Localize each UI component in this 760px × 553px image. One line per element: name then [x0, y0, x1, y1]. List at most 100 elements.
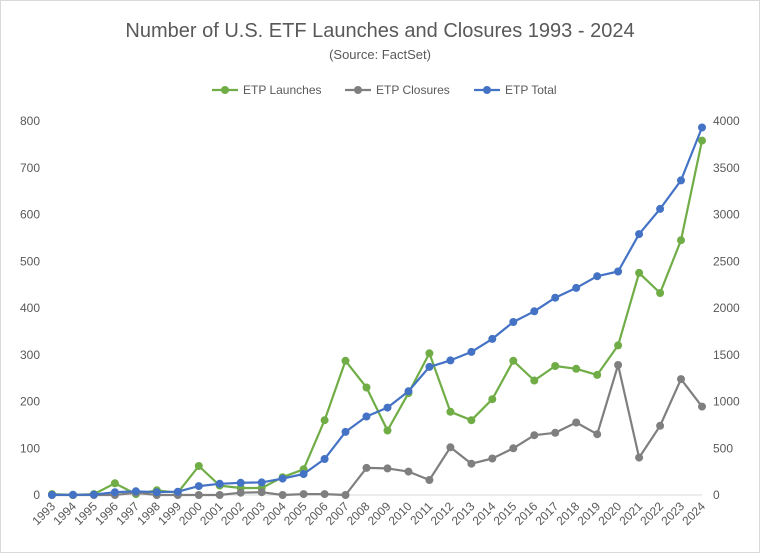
right-axis-tick-label: 1500 — [713, 348, 740, 362]
data-point — [110, 479, 119, 488]
data-point — [677, 176, 685, 185]
data-point — [89, 490, 98, 499]
legend-swatch-marker — [483, 86, 491, 94]
data-point — [383, 464, 392, 473]
data-point — [446, 356, 455, 365]
data-point — [194, 491, 203, 499]
data-point — [362, 463, 371, 472]
right-axis-tick-label: 3000 — [713, 208, 740, 222]
data-point — [635, 230, 644, 239]
data-point — [488, 395, 497, 404]
left-axis-tick-label: 600 — [20, 208, 40, 222]
plot-area — [48, 123, 706, 499]
data-point — [614, 341, 623, 350]
data-point — [572, 283, 581, 292]
data-point — [698, 123, 706, 132]
data-point — [48, 490, 56, 499]
data-point — [131, 487, 140, 496]
data-point — [677, 236, 685, 245]
series-etp-total — [48, 123, 706, 499]
data-point — [572, 418, 581, 427]
series-line — [51, 140, 704, 497]
right-axis-tick-label: 2500 — [713, 254, 740, 268]
chart-subtitle: (Source: FactSet) — [329, 47, 431, 62]
left-axis-tick-label: 200 — [20, 395, 40, 409]
series-line — [51, 127, 704, 496]
data-point — [404, 387, 413, 396]
data-point — [467, 416, 476, 425]
series-line — [52, 363, 703, 497]
legend-item: ETP Closures — [345, 83, 450, 97]
axes: 0 100 200 300 400 500 600 700 800 0 500 1000 1500 200… — [20, 114, 740, 528]
data-point — [69, 490, 77, 499]
legend-swatch-marker — [221, 86, 229, 94]
legend-swatch-marker — [354, 86, 362, 94]
data-point — [425, 362, 434, 371]
series-etp-closures — [48, 361, 706, 499]
right-axis-tick-label: 3500 — [713, 161, 740, 175]
data-point — [236, 478, 245, 487]
legend: ETP Launches ETP Closures ETP Total — [212, 83, 557, 97]
data-point — [299, 490, 308, 499]
data-point — [530, 376, 539, 385]
left-axis-tick-label: 800 — [20, 114, 40, 128]
data-point — [215, 479, 224, 488]
data-point — [467, 347, 476, 356]
legend-label: ETP Closures — [376, 83, 450, 97]
legend-item: ETP Total — [474, 83, 557, 97]
data-point — [635, 453, 644, 462]
data-point — [551, 293, 560, 302]
data-point — [530, 307, 539, 316]
right-axis-tick-label: 2000 — [713, 301, 740, 315]
data-point — [656, 289, 665, 297]
data-point — [446, 443, 455, 452]
data-point — [425, 476, 434, 484]
data-point — [677, 375, 685, 384]
data-point — [467, 459, 476, 468]
data-point — [362, 383, 371, 392]
data-point — [593, 370, 602, 379]
data-point — [173, 487, 182, 496]
left-axis-tick-label: 400 — [20, 301, 40, 315]
data-point — [614, 267, 623, 276]
legend-item: ETP Launches — [212, 83, 322, 97]
left-axis-tick-label: 100 — [20, 441, 40, 455]
left-axis-tick-label: 700 — [20, 161, 40, 175]
data-point — [614, 361, 623, 369]
data-point — [152, 488, 161, 497]
legend-label: ETP Launches — [243, 83, 322, 97]
right-axis-tick-label: 500 — [713, 441, 733, 455]
data-point — [341, 356, 350, 365]
data-point — [698, 136, 706, 145]
x-axis-tick-label: 2024 — [679, 499, 708, 528]
data-point — [593, 430, 602, 439]
data-point — [362, 412, 371, 421]
data-point — [383, 403, 392, 412]
data-point — [320, 455, 329, 463]
legend-label: ETP Total — [505, 83, 557, 97]
data-point — [446, 407, 455, 416]
data-point — [320, 490, 329, 499]
data-point — [509, 356, 518, 365]
chart-title: Number of U.S. ETF Launches and Closures… — [125, 20, 635, 42]
data-point — [215, 491, 224, 499]
data-point — [593, 272, 602, 281]
data-point — [194, 482, 203, 491]
data-point — [698, 402, 706, 411]
right-axis-tick-label: 0 — [713, 488, 720, 502]
left-axis-tick-label: 500 — [20, 254, 40, 268]
data-point — [299, 470, 308, 478]
data-point — [341, 491, 350, 499]
left-axis-tick-label: 0 — [33, 488, 40, 502]
left-axis-tick-label: 300 — [20, 348, 40, 362]
data-point — [341, 427, 350, 436]
data-point — [656, 421, 665, 430]
data-point — [110, 488, 119, 497]
data-point — [488, 454, 497, 463]
data-point — [509, 318, 518, 326]
data-point — [656, 204, 665, 213]
data-point — [572, 364, 581, 373]
series-etp-launches — [48, 136, 706, 499]
